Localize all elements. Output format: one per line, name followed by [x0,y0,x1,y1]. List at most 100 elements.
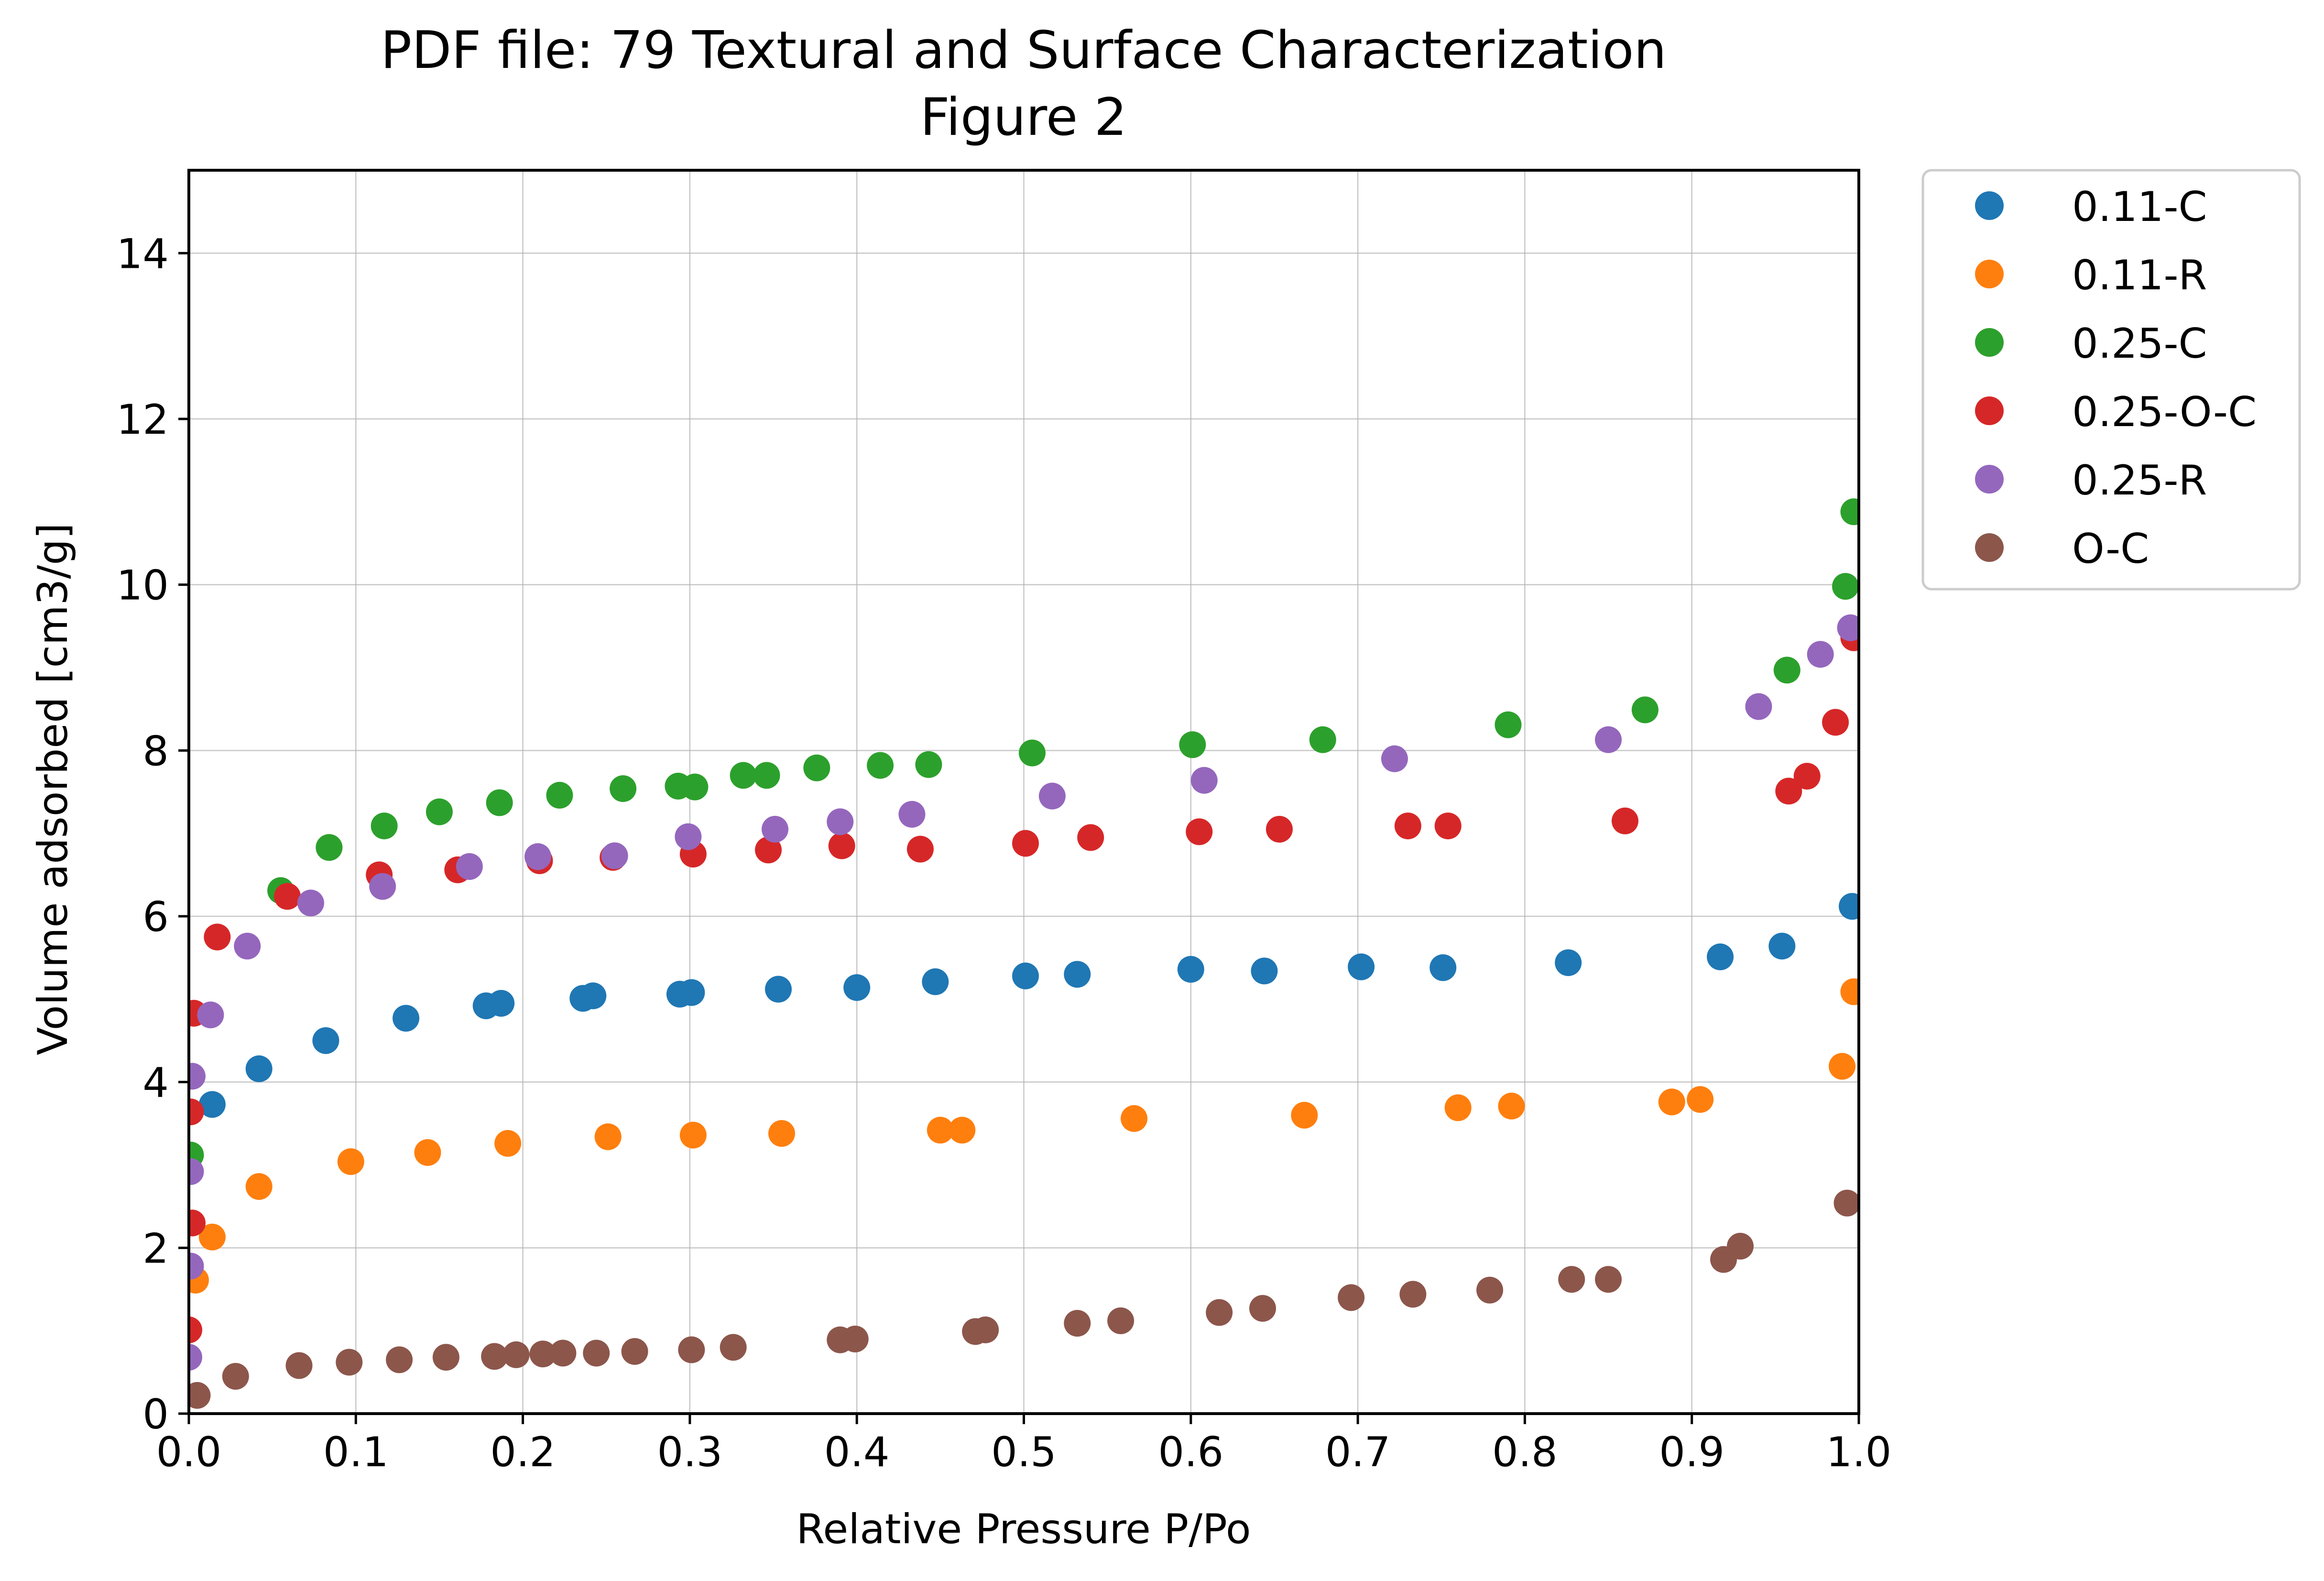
data-point-0-11-c [312,1027,339,1054]
data-point-o-c [1338,1284,1365,1311]
data-point-0-25-c [753,762,780,789]
data-point-0-25-c [867,752,894,779]
series-0-11-r [189,978,1859,1294]
data-point-0-25-c [1495,711,1522,738]
data-point-0-11-c [1251,957,1278,985]
data-point-o-c [189,1382,211,1409]
x-tick-label: 0.5 [991,1428,1057,1476]
legend-label: 0.25-C [2072,320,2207,368]
x-tick-label: 0.8 [1492,1428,1558,1476]
data-point-0-25-o-c [1611,807,1638,834]
data-point-o-c [621,1338,648,1365]
x-tick-label: 0.0 [156,1428,222,1476]
legend-marker [1975,328,2004,357]
data-point-0-11-r [414,1139,441,1166]
data-point-0-25-o-c [1186,818,1213,845]
data-point-0-25-r [189,1252,204,1280]
data-point-0-11-r [245,1173,273,1200]
data-point-o-c [1558,1266,1585,1293]
data-point-o-c [222,1363,249,1390]
data-point-0-25-o-c [828,832,855,859]
data-point-0-11-r [1291,1102,1318,1129]
data-point-o-c [549,1339,577,1367]
data-point-0-11-r [1658,1088,1685,1116]
data-point-o-c [583,1339,610,1367]
data-point-0-11-c [1429,954,1457,981]
data-point-0-25-r [827,808,854,835]
data-point-0-25-r [1837,614,1859,641]
data-point-0-25-o-c [1077,824,1104,851]
data-point-0-25-o-c [189,1209,206,1237]
data-point-0-11-c [245,1055,273,1082]
data-point-0-11-r [949,1117,976,1144]
data-point-o-c [720,1334,747,1361]
data-point-o-c [1064,1310,1091,1337]
series-0-25-r [189,614,1859,1371]
data-point-0-11-c [488,990,515,1017]
data-point-0-11-c [1768,933,1796,960]
data-point-0-11-c [198,1091,226,1118]
data-points [189,498,1859,1409]
series-0-25-c [189,498,1859,1169]
data-point-o-c [1476,1276,1504,1304]
legend-box [1921,169,2301,591]
data-point-0-11-c [765,976,792,1003]
data-point-0-11-c [393,1005,420,1032]
data-point-0-25-o-c [1775,778,1802,805]
data-point-0-25-o-c [1012,830,1039,857]
data-point-o-c [502,1341,530,1368]
data-point-0-11-r [679,1121,707,1149]
data-point-0-25-o-c [1434,812,1462,840]
data-point-o-c [285,1352,313,1379]
data-point-0-25-c [730,762,757,789]
x-tick-label: 0.9 [1659,1428,1724,1476]
data-point-o-c [1249,1295,1276,1322]
data-point-o-c [336,1349,363,1376]
data-point-o-c [972,1316,999,1343]
legend-marker [1975,533,2004,562]
data-point-0-11-c [843,974,871,1001]
data-point-0-25-r [189,1344,202,1371]
chart-subtitle: Figure 2 [920,88,1127,147]
data-point-0-11-c [579,982,607,1010]
data-point-0-11-c [1177,955,1204,983]
data-point-0-25-o-c [1266,816,1293,843]
data-point-0-25-o-c [906,835,934,863]
data-point-0-25-o-c [189,1098,204,1126]
data-point-o-c [1399,1281,1427,1308]
data-point-0-25-r [762,816,789,843]
data-point-o-c [1833,1189,1859,1217]
data-point-0-25-c [1631,696,1658,724]
data-point-0-25-c [371,812,398,840]
data-point-0-25-r [456,853,483,880]
data-point-0-25-c [316,834,343,861]
data-point-o-c [841,1326,869,1352]
data-point-0-25-r [1807,641,1834,668]
data-point-0-25-o-c [189,1316,202,1343]
x-tick-label: 0.7 [1325,1428,1391,1476]
data-point-0-11-r [927,1117,954,1144]
data-point-0-25-o-c [1394,812,1421,840]
data-point-0-25-c [1179,731,1206,758]
x-tick-label: 0.6 [1158,1428,1223,1476]
legend-label: 0.25-O-C [2072,388,2257,436]
y-tick-label: 14 [117,230,169,278]
data-point-0-25-o-c [204,923,231,951]
data-point-0-25-r [1190,767,1218,794]
series-o-c [189,1189,1859,1409]
data-point-0-25-c [915,751,942,778]
axis-ticks: 0.0 0.1 0.2 0.3 0.4 0.5 0.6 0.7 0.8 0.9 1.0 0 2 4 6 8 10… [117,230,1892,1476]
legend-label: O-C [2072,525,2149,573]
data-point-0-25-r [601,842,628,869]
data-point-0-11-c [1064,961,1091,988]
x-tick-label: 0.2 [490,1428,556,1476]
data-point-0-11-r [1444,1094,1472,1121]
data-point-o-c [386,1346,413,1373]
data-point-o-c [481,1343,508,1370]
data-point-0-25-c [803,754,830,781]
legend-marker [1975,191,2004,220]
data-point-o-c [1726,1232,1754,1260]
legend-label: 0.11-C [2072,183,2207,231]
data-point-0-11-r [768,1120,796,1147]
